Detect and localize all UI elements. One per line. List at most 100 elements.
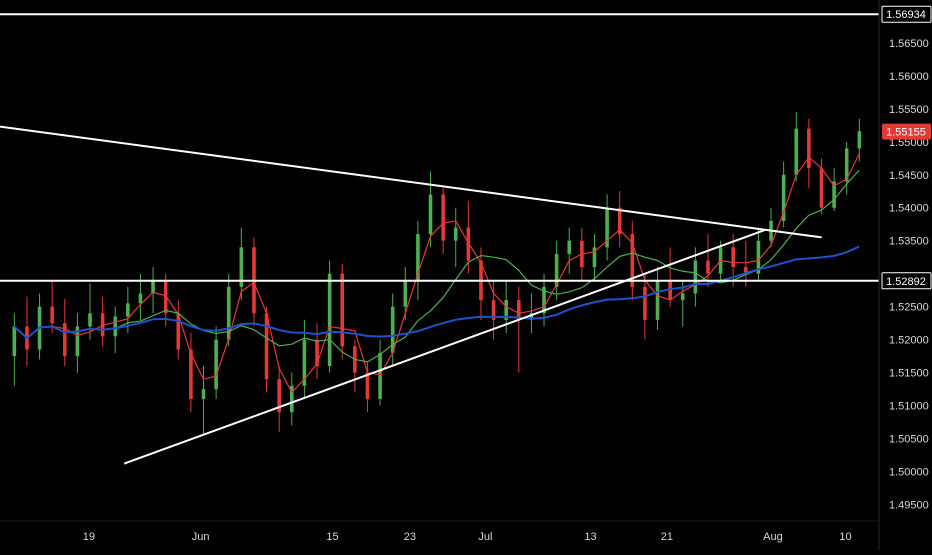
time-axis[interactable]: 19 Jun 15 23 Jul 13 21 Aug 10	[83, 531, 852, 543]
candle-body	[504, 300, 508, 320]
candle-body	[832, 181, 836, 208]
price-tag-label: 1.56934	[886, 9, 926, 21]
candle	[832, 168, 836, 212]
candle-body	[403, 280, 408, 307]
candle-body	[416, 234, 420, 281]
price-tag-box	[881, 5, 932, 23]
candle-body	[340, 273, 345, 347]
time-tick-label: 13	[584, 531, 596, 543]
candle-body	[819, 168, 824, 208]
candle-body	[62, 323, 67, 357]
candle-body	[655, 280, 660, 320]
candle	[744, 240, 748, 287]
price-tick-label: 1.56000	[889, 71, 929, 83]
candle-body	[630, 234, 635, 287]
candle-body	[289, 385, 294, 413]
candle	[668, 247, 672, 307]
candle-body	[226, 286, 231, 340]
candle-body	[491, 300, 496, 320]
candle	[88, 283, 92, 340]
candle	[226, 273, 231, 347]
time-tick-label: 10	[839, 531, 851, 543]
time-tick-label: 19	[83, 531, 95, 543]
candle-body	[327, 273, 332, 367]
candle	[163, 273, 168, 327]
price-axis[interactable]: 1.56500 1.56000 1.55500 1.55000 1.54500 1.540…	[889, 38, 929, 512]
price-tag-box	[882, 123, 931, 140]
candle	[592, 234, 597, 281]
candle-body	[517, 300, 521, 320]
candle	[264, 306, 269, 393]
candle-body	[189, 349, 193, 399]
candle	[176, 300, 181, 360]
candle	[289, 372, 294, 426]
candle-body	[844, 148, 849, 182]
candle	[605, 194, 609, 261]
candle	[201, 366, 206, 436]
candle-body	[781, 174, 786, 221]
candle	[189, 333, 193, 413]
candle-body	[151, 280, 155, 294]
candle	[529, 293, 534, 334]
time-tick-label: 15	[326, 531, 338, 543]
candle-body	[12, 326, 17, 357]
price-tick-label: 1.52000	[889, 335, 929, 347]
candle	[378, 339, 382, 406]
candle-body	[453, 227, 458, 241]
current-price-tag: 1.55155	[882, 123, 931, 140]
candle-body	[390, 306, 395, 353]
price-tag-box	[881, 272, 932, 290]
candle-body	[214, 339, 218, 390]
candle-body	[378, 352, 382, 399]
price-levels-layer	[0, 13, 879, 282]
candle	[554, 240, 559, 301]
trendlines-layer	[0, 125, 822, 465]
level-price-tag: 1.52892	[881, 272, 932, 290]
candle-body	[75, 326, 80, 357]
candle-body	[807, 128, 811, 169]
candle-body	[138, 293, 143, 304]
candle	[453, 207, 458, 268]
candle	[214, 326, 218, 399]
candle	[617, 191, 622, 248]
candle	[794, 112, 799, 182]
time-tick-label: Aug	[763, 531, 783, 543]
candle-body	[163, 280, 168, 314]
candle	[441, 187, 445, 254]
price-tag-label: 1.52892	[886, 276, 926, 288]
candle	[50, 280, 54, 334]
candle-body	[529, 313, 534, 320]
candle-body	[617, 207, 622, 235]
candle	[151, 267, 155, 314]
candle-body	[50, 306, 54, 324]
candle	[781, 161, 786, 228]
candle-body	[643, 286, 647, 320]
candle	[327, 260, 332, 373]
candle	[239, 227, 244, 301]
price-tick-label: 1.56500	[889, 38, 929, 50]
lower-trendline[interactable]	[123, 229, 765, 465]
candle	[340, 263, 345, 360]
candle-body	[857, 131, 862, 149]
candle	[693, 247, 698, 307]
candle	[12, 313, 17, 386]
level-price-tag: 1.56934	[881, 5, 932, 23]
candle	[113, 306, 118, 353]
candle-body	[744, 267, 748, 274]
price-tick-label: 1.53500	[889, 236, 929, 248]
upper-trendline[interactable]	[0, 125, 822, 239]
candle	[756, 227, 761, 281]
candle-body	[441, 194, 445, 241]
candle	[277, 366, 281, 432]
price-tick-label: 1.54000	[889, 203, 929, 215]
candle	[706, 234, 710, 287]
time-tick-label: 21	[661, 531, 673, 543]
candle-body	[277, 379, 281, 413]
candle-body	[731, 247, 736, 268]
price-tick-label: 1.49500	[889, 500, 929, 512]
candle-body	[126, 303, 130, 317]
price-tick-label: 1.50000	[889, 467, 929, 479]
candle-body	[201, 389, 206, 399]
